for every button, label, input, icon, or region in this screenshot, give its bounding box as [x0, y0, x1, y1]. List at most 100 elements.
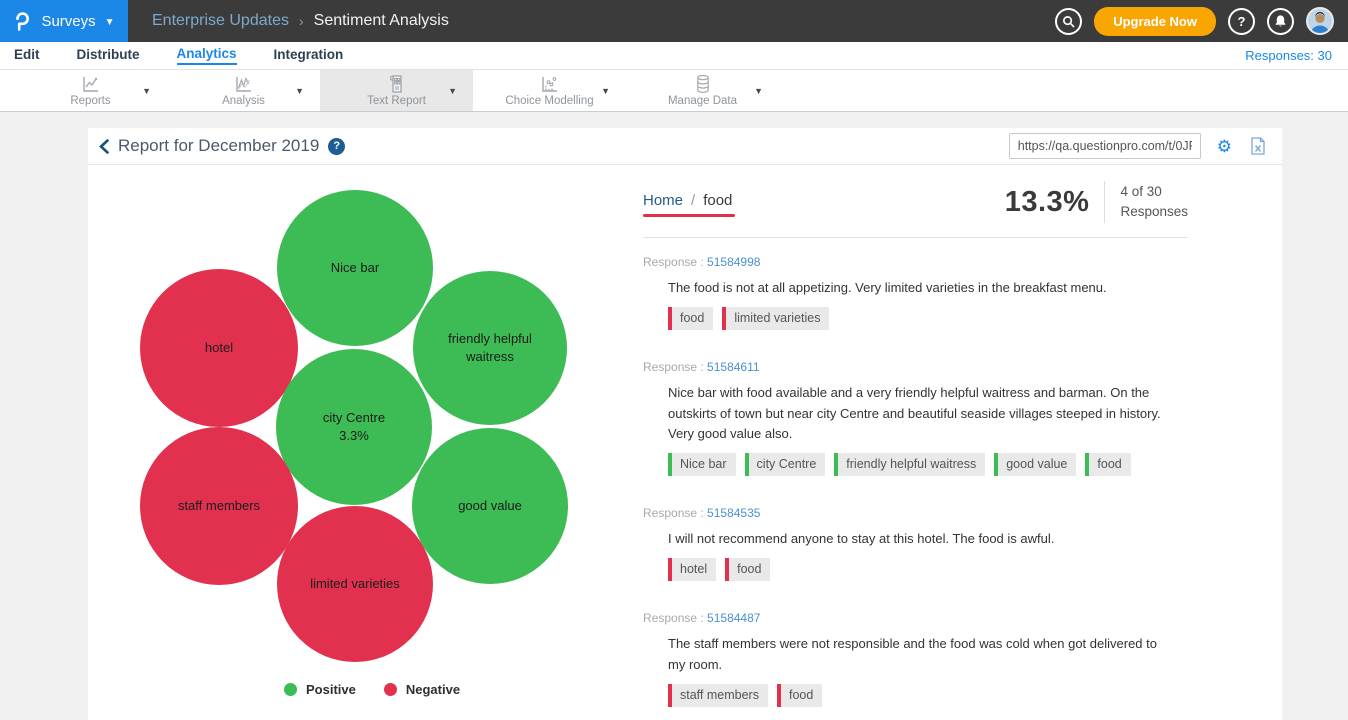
- questionpro-logo-icon: [13, 11, 32, 31]
- response-tags: food limited varieties: [668, 306, 1188, 330]
- share-url-input[interactable]: [1008, 133, 1201, 159]
- response-prefix: Response :: [643, 506, 708, 521]
- response-label: Response : 51584535: [643, 506, 1188, 520]
- toolbar-choice-modelling-label: Choice Modelling: [505, 94, 594, 107]
- report-help-button[interactable]: ?: [328, 137, 346, 155]
- tag-chip: food: [776, 683, 823, 707]
- analytics-toolbar: Reports ▼ Analysis ▼ Text Report ▼ Choic…: [0, 70, 1348, 112]
- count-line2: Responses: [1120, 204, 1188, 219]
- bubble-staff-members[interactable]: staff members: [140, 427, 298, 585]
- legend-negative-label: Negative: [405, 682, 461, 697]
- bubble-label: Nice bar: [330, 260, 380, 276]
- survey-nav: Edit Distribute Analytics Integration Re…: [0, 42, 1348, 70]
- response-id-link[interactable]: 51584611: [707, 359, 760, 374]
- tag-chip: good value: [994, 453, 1077, 477]
- topic-percentage: 13.3%: [1004, 185, 1090, 218]
- toolbar-reports[interactable]: Reports ▼: [14, 70, 167, 111]
- export-excel-button[interactable]: [1250, 137, 1266, 155]
- chevron-down-icon: ▼: [104, 16, 115, 28]
- response-tags: staff members food: [668, 683, 1188, 707]
- response-label: Response : 51584998: [643, 255, 1188, 269]
- stats-divider: [1104, 181, 1106, 223]
- surveys-menu[interactable]: Surveys ▼: [0, 0, 128, 42]
- nav-edit[interactable]: Edit: [14, 47, 40, 62]
- settings-gear-icon[interactable]: ⚙: [1216, 136, 1232, 156]
- toolbar-manage-data[interactable]: Manage Data ▼: [626, 70, 779, 111]
- response-text: The staff members were not responsible a…: [668, 635, 1157, 672]
- responses-count-detail: 4 of 30 Responses: [1120, 182, 1188, 223]
- avatar-photo-icon: [1308, 9, 1332, 33]
- bubble-hotel[interactable]: hotel: [140, 269, 298, 427]
- responses-breadcrumb: Home / food: [643, 191, 735, 217]
- manage-data-dropdown-caret[interactable]: ▼: [754, 86, 763, 96]
- bubble-label: hotel: [204, 340, 234, 356]
- bubble-label: staff members: [177, 498, 261, 514]
- database-icon: [693, 74, 713, 94]
- breadcrumb: Enterprise Updates › Sentiment Analysis: [152, 12, 449, 30]
- topbar: Surveys ▼ Enterprise Updates › Sentiment…: [0, 0, 1348, 42]
- excel-file-icon: [1251, 137, 1265, 155]
- negative-dot-icon: [383, 683, 397, 696]
- responses-home-link[interactable]: Home: [643, 191, 684, 209]
- topbar-actions: Upgrade Now ?: [1055, 6, 1348, 36]
- nav-distribute[interactable]: Distribute: [76, 47, 140, 62]
- legend-negative: Negative: [383, 682, 461, 697]
- search-button[interactable]: [1055, 7, 1083, 35]
- response-id-link[interactable]: 51584998: [707, 255, 761, 269]
- analysis-dropdown-caret[interactable]: ▼: [295, 86, 304, 96]
- legend-positive-label: Positive: [306, 682, 356, 697]
- responses-count: Responses: 30: [1245, 48, 1332, 63]
- nav-integration[interactable]: Integration: [273, 47, 344, 62]
- toolbar-reports-label: Reports: [70, 94, 111, 107]
- count-line1: 4 of 30: [1120, 183, 1162, 199]
- legend-positive: Positive: [284, 682, 356, 697]
- toolbar-text-report-label: Text Report: [367, 95, 426, 107]
- upgrade-now-button[interactable]: Upgrade Now: [1094, 6, 1216, 36]
- text-report-icon: [387, 74, 407, 94]
- bubble-label: city Centre: [322, 410, 386, 426]
- toolbar-analysis[interactable]: Analysis ▼: [167, 70, 320, 111]
- tag-chip: food: [668, 306, 714, 330]
- nav-analytics[interactable]: Analytics: [176, 46, 237, 65]
- bubble-city-centre[interactable]: city Centre 3.3%: [276, 349, 432, 505]
- tag-chip: staff members: [668, 683, 768, 707]
- toolbar-analysis-label: Analysis: [222, 94, 265, 107]
- response-text: Nice bar with food available and a very …: [668, 384, 1161, 442]
- breadcrumb-folder[interactable]: Enterprise Updates: [152, 12, 289, 29]
- back-button[interactable]: [98, 138, 110, 154]
- user-avatar[interactable]: [1306, 7, 1334, 35]
- response-label: Response : 51584487: [643, 611, 1188, 625]
- reports-dropdown-caret[interactable]: ▼: [142, 86, 151, 96]
- toolbar-choice-modelling[interactable]: Choice Modelling ▼: [473, 70, 626, 111]
- bubble-good-value[interactable]: good value: [412, 428, 568, 584]
- choice-modelling-icon: [540, 75, 560, 94]
- bubble-friendly-helpful-waitress[interactable]: friendly helpful waitress: [413, 271, 567, 425]
- text-report-dropdown-caret[interactable]: ▼: [448, 86, 457, 96]
- bubble-nice-bar[interactable]: Nice bar: [277, 190, 433, 346]
- positive-dot-icon: [284, 683, 297, 696]
- sentiment-bubble-chart: Nice bar hotel friendly helpful waitress…: [88, 165, 648, 720]
- search-icon: [1063, 15, 1075, 28]
- responses-stats: 13.3% 4 of 30 Responses: [1005, 181, 1188, 223]
- notifications-button[interactable]: [1267, 7, 1294, 35]
- response-text: I will not recommend anyone to stay at t…: [668, 531, 1055, 547]
- line-chart-icon: [81, 75, 101, 94]
- response-id-link[interactable]: 51584535: [707, 506, 761, 521]
- breadcrumb-separator: ›: [298, 13, 304, 29]
- bubble-label: limited varieties: [310, 576, 400, 592]
- choice-modelling-dropdown-caret[interactable]: ▼: [601, 86, 610, 96]
- response-item: Response : 51584998 The food is not at a…: [643, 255, 1188, 343]
- tag-chip: food: [725, 557, 771, 581]
- response-id-link[interactable]: 51584487: [707, 610, 761, 625]
- report-header-actions: ⚙: [1008, 133, 1266, 159]
- response-item: Response : 51584487 The staff members we…: [643, 611, 1188, 720]
- toolbar-text-report[interactable]: Text Report ▼: [320, 70, 473, 111]
- bubble-limited-varieties[interactable]: limited varieties: [277, 506, 433, 662]
- response-tags: hotel food: [668, 557, 1188, 581]
- bubble-label: friendly helpful waitress: [448, 331, 532, 364]
- surveys-label: Surveys: [41, 12, 96, 30]
- chevron-left-icon: [99, 138, 109, 154]
- responses-header: Home / food 13.3% 4 of 30 Responses: [643, 165, 1188, 238]
- help-button[interactable]: ?: [1228, 7, 1255, 35]
- bubble-label: good value: [458, 498, 522, 514]
